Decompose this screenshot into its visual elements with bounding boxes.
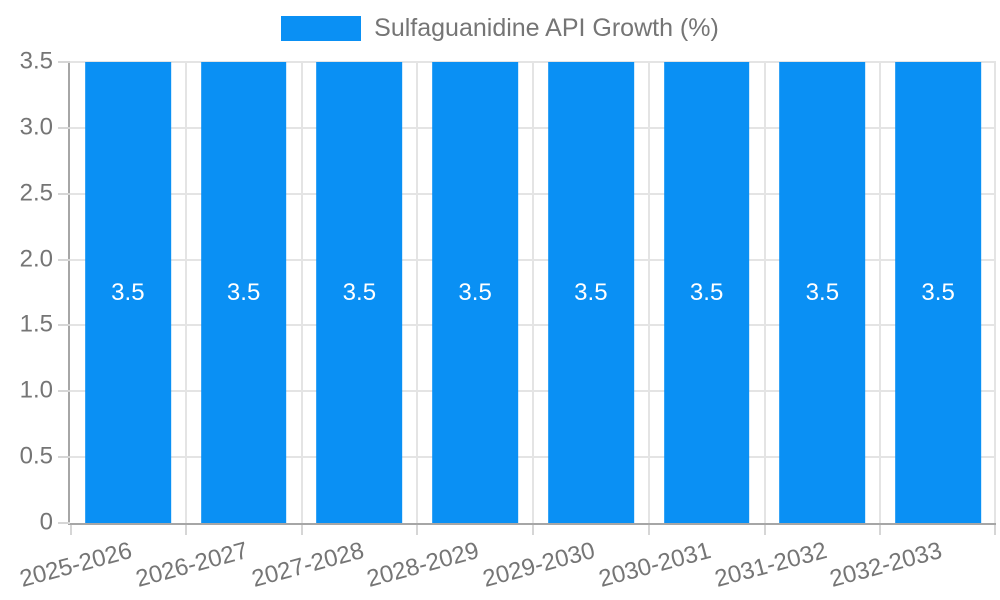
y-tick (58, 522, 70, 524)
x-tick-label: 2030-2031 (595, 537, 714, 593)
gridline-vertical (184, 62, 187, 523)
x-tick-label: 2027-2028 (248, 537, 367, 593)
y-tick-label: 1.5 (19, 310, 53, 338)
x-tick (763, 525, 766, 535)
x-tick (879, 525, 882, 535)
x-tick (184, 525, 187, 535)
x-tick-label: 2031-2032 (711, 537, 830, 593)
y-tick-label: 2.5 (19, 179, 53, 207)
bar-value-label: 3.5 (921, 278, 955, 306)
gridline-vertical (532, 62, 534, 523)
bar: 3.5 (548, 62, 634, 523)
bar-value-label: 3.5 (226, 278, 261, 306)
y-tick-label: 0 (39, 508, 53, 536)
y-tick (58, 61, 70, 63)
bar: 3.5 (779, 62, 866, 523)
x-tick-label: 2025-2026 (17, 537, 135, 593)
y-tick (58, 192, 70, 195)
x-tick (532, 525, 534, 535)
legend-swatch (281, 16, 362, 41)
y-tick (58, 258, 70, 261)
x-tick (647, 525, 650, 535)
chart-legend: Sulfaguanidine API Growth (%) (0, 14, 1000, 43)
y-tick-label: 0.5 (19, 442, 53, 470)
bar-value-label: 3.5 (458, 278, 492, 306)
x-tick-label: 2032-2033 (827, 537, 946, 593)
y-tick (58, 390, 70, 393)
gridline-vertical (763, 62, 766, 523)
y-tick-label: 2.0 (19, 245, 53, 273)
gridline-vertical (994, 62, 996, 523)
bar: 3.5 (432, 62, 518, 523)
x-tick-label: 2026-2027 (132, 537, 251, 593)
x-tick-label: 2028-2029 (364, 537, 483, 593)
gridline-vertical (416, 62, 419, 523)
gridline-vertical (647, 62, 650, 523)
y-tick-label: 3.0 (19, 113, 53, 141)
bar: 3.5 (895, 62, 981, 523)
plot-area: 3.5 3.5 3.5 3.5 3.5 3.5 3.5 3.5 0 0.5 1.0 1.5 2.0 2.5… (17, 47, 996, 593)
x-tick (416, 525, 419, 535)
bar: 3.5 (85, 62, 171, 523)
y-tick-label: 1.0 (19, 376, 53, 404)
gridline-vertical (879, 62, 882, 523)
bar: 3.5 (200, 62, 287, 523)
x-tick (70, 525, 72, 535)
x-tick (300, 525, 303, 535)
x-tick-label: 2029-2030 (480, 537, 598, 593)
x-tick (994, 525, 996, 535)
y-tick (58, 126, 70, 129)
y-tick (58, 456, 70, 459)
bar: 3.5 (316, 62, 403, 523)
bar-value-label: 3.5 (574, 278, 608, 306)
bar-value-label: 3.5 (805, 278, 840, 306)
gridline-vertical (300, 62, 303, 523)
bar-value-label: 3.5 (342, 278, 377, 306)
bar-value-label: 3.5 (689, 278, 724, 306)
bar-value-label: 3.5 (111, 278, 145, 306)
legend-label: Sulfaguanidine API Growth (%) (374, 14, 719, 42)
y-tick (58, 324, 70, 327)
y-tick-label: 3.5 (19, 47, 53, 75)
bar: 3.5 (663, 62, 750, 523)
